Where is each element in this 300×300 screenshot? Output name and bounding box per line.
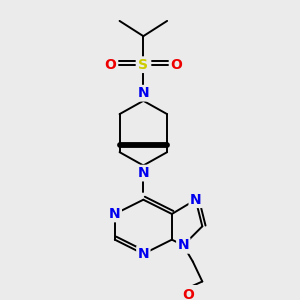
Text: N: N <box>178 238 189 252</box>
Text: O: O <box>171 58 183 72</box>
Text: N: N <box>137 166 149 180</box>
Text: N: N <box>137 247 149 261</box>
Text: N: N <box>137 86 149 100</box>
Text: S: S <box>138 58 148 72</box>
Text: O: O <box>104 58 116 72</box>
Text: N: N <box>109 207 121 221</box>
Text: O: O <box>182 288 194 300</box>
Text: N: N <box>190 193 202 207</box>
